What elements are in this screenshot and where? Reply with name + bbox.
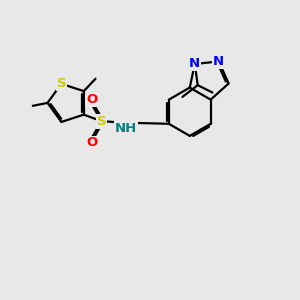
- Text: S: S: [97, 115, 106, 128]
- Text: NH: NH: [115, 122, 137, 135]
- Text: S: S: [57, 77, 66, 90]
- Text: N: N: [213, 55, 224, 68]
- Text: O: O: [86, 93, 98, 106]
- Text: N: N: [189, 58, 200, 70]
- Text: O: O: [86, 136, 98, 149]
